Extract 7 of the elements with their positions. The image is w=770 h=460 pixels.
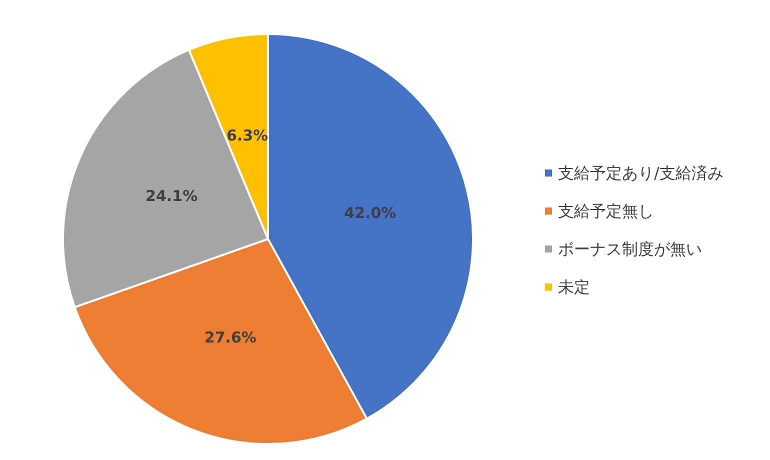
data-label: 27.6%	[204, 328, 256, 347]
legend-label: ボーナス制度が無い	[558, 240, 702, 258]
legend-label: 未定	[558, 278, 590, 296]
data-label: 42.0%	[344, 204, 396, 222]
legend-label: 支給予定あり/支給済み	[558, 164, 724, 182]
legend-label: 支給予定無し	[558, 202, 654, 220]
data-label: 24.1%	[146, 187, 198, 206]
